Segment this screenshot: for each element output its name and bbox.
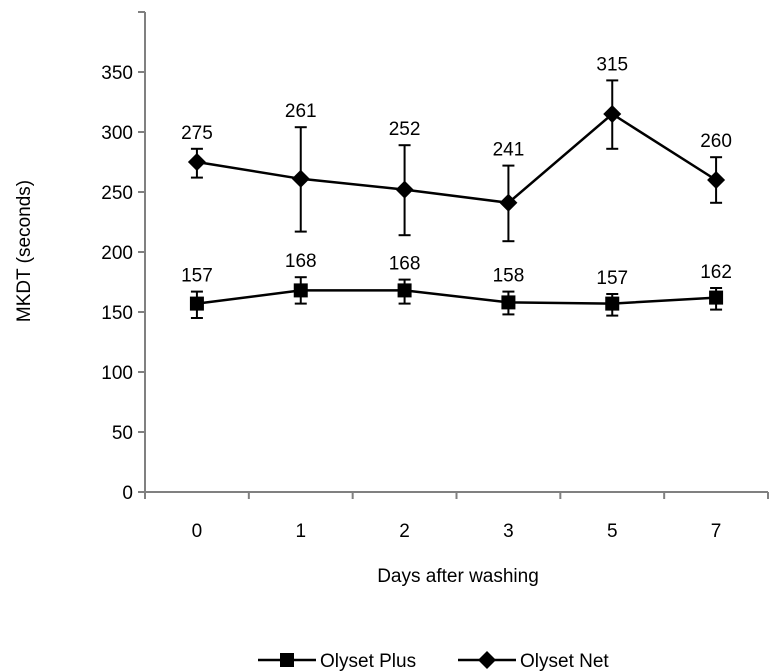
y-axis-label: MKDT (seconds) — [14, 180, 35, 322]
data-label: 168 — [285, 251, 317, 272]
y-tick-label: 350 — [101, 63, 133, 84]
series-olyset-net: 275 261 252 241 315 260 — [181, 54, 732, 243]
data-point — [291, 169, 310, 188]
series-olyset-plus: 157 168 168 158 157 162 — [181, 251, 732, 319]
data-point — [395, 180, 414, 199]
data-point — [187, 153, 206, 171]
x-tick-label: 5 — [607, 521, 618, 542]
legend-marker — [280, 653, 294, 667]
data-point — [603, 105, 622, 123]
x-axis-ticks: 0 1 2 3 5 7 — [144, 492, 769, 542]
y-axis-ticks: 0 50 100 150 200 250 300 350 — [101, 11, 145, 504]
data-label: 275 — [181, 123, 213, 144]
axes — [144, 12, 768, 493]
x-tick-label: 1 — [295, 521, 306, 542]
legend-label: Olyset Plus — [320, 651, 416, 672]
data-point — [501, 295, 516, 310]
series-line — [196, 289, 717, 305]
legend-label: Olyset Net — [520, 651, 609, 672]
data-label: 157 — [181, 266, 213, 287]
data-label: 158 — [493, 266, 525, 287]
data-label: 260 — [700, 131, 732, 152]
data-label: 261 — [285, 101, 317, 122]
data-point — [605, 296, 620, 311]
y-tick-label: 0 — [122, 483, 133, 504]
data-label: 168 — [389, 254, 421, 275]
data-point — [293, 283, 308, 298]
x-tick-label: 2 — [399, 521, 410, 542]
series-layer: 157 168 168 158 157 162 275 261 252 241 315 260 — [181, 54, 732, 319]
x-axis-label: Days after washing — [377, 566, 539, 587]
x-tick-label: 3 — [503, 521, 514, 542]
y-tick-label: 250 — [101, 183, 133, 204]
y-tick-label: 50 — [112, 423, 133, 444]
y-tick-label: 200 — [101, 243, 133, 264]
x-tick-label: 0 — [192, 521, 203, 542]
data-point — [189, 296, 204, 311]
data-label: 241 — [493, 140, 525, 161]
legend-item-olyset-plus: Olyset Plus — [258, 651, 416, 672]
data-label: 315 — [596, 54, 628, 75]
y-tick-label: 100 — [101, 363, 133, 384]
data-point — [709, 290, 724, 305]
legend-marker — [478, 651, 496, 669]
data-point — [707, 171, 726, 189]
y-tick-label: 150 — [101, 303, 133, 324]
data-point — [397, 283, 412, 298]
legend-item-olyset-net: Olyset Net — [458, 651, 609, 672]
series-line — [196, 112, 717, 205]
legend: Olyset Plus Olyset Net — [258, 651, 609, 672]
x-tick-label: 7 — [711, 521, 722, 542]
data-label: 162 — [700, 262, 732, 283]
data-point — [499, 193, 518, 212]
data-label: 252 — [389, 119, 421, 140]
data-label: 157 — [596, 268, 628, 289]
y-tick-label: 300 — [101, 123, 133, 144]
